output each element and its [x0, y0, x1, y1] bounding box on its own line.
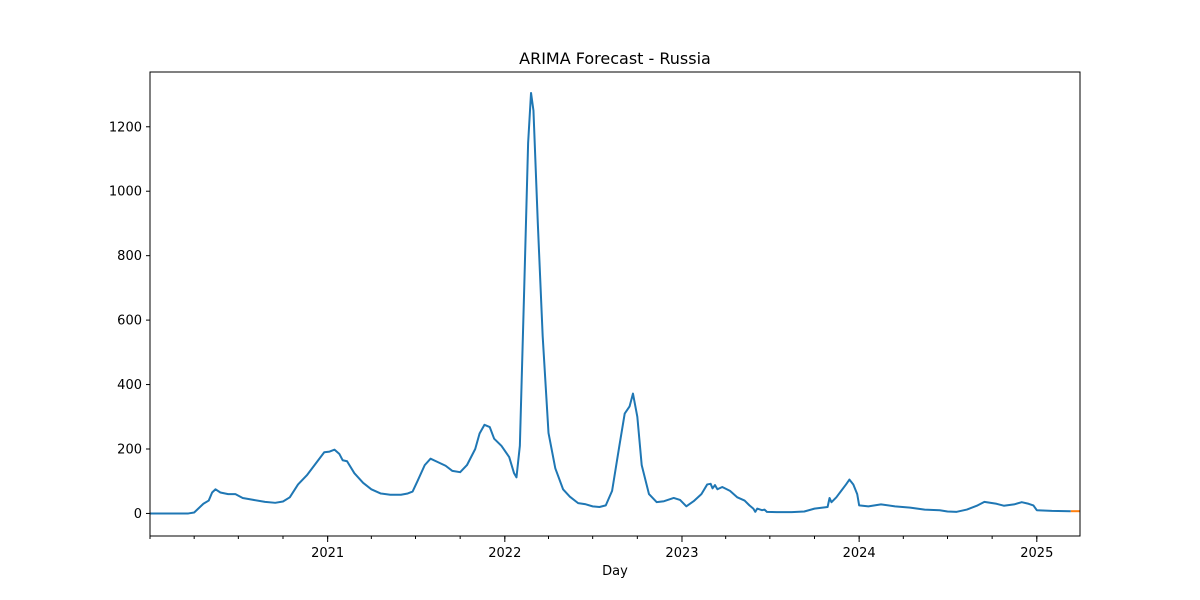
y-tick-label: 400 [117, 378, 142, 393]
y-axis: 0 200 400 600 800 1000 1200 [109, 120, 150, 522]
x-tick-label: 2024 [843, 546, 876, 561]
x-axis: 2021 2022 2023 2024 2025 [149, 536, 1053, 561]
chart-title: ARIMA Forecast - Russia [519, 49, 711, 68]
y-tick-label: 600 [117, 314, 142, 329]
x-tick-label: 2025 [1020, 546, 1053, 561]
x-tick-label: 2023 [665, 546, 698, 561]
x-axis-label: Day [602, 564, 628, 579]
plot-frame [149, 71, 1081, 537]
y-tick-label: 1200 [109, 120, 142, 135]
y-tick-label: 800 [117, 249, 142, 264]
plot-area [150, 91, 1080, 515]
x-tick-label: 2021 [311, 546, 344, 561]
y-tick-label: 1000 [109, 185, 142, 200]
x-tick-label: 2022 [488, 546, 521, 561]
y-tick-label: 200 [117, 443, 142, 458]
y-tick-label: 0 [134, 507, 142, 522]
series-line-observed [150, 91, 1071, 515]
